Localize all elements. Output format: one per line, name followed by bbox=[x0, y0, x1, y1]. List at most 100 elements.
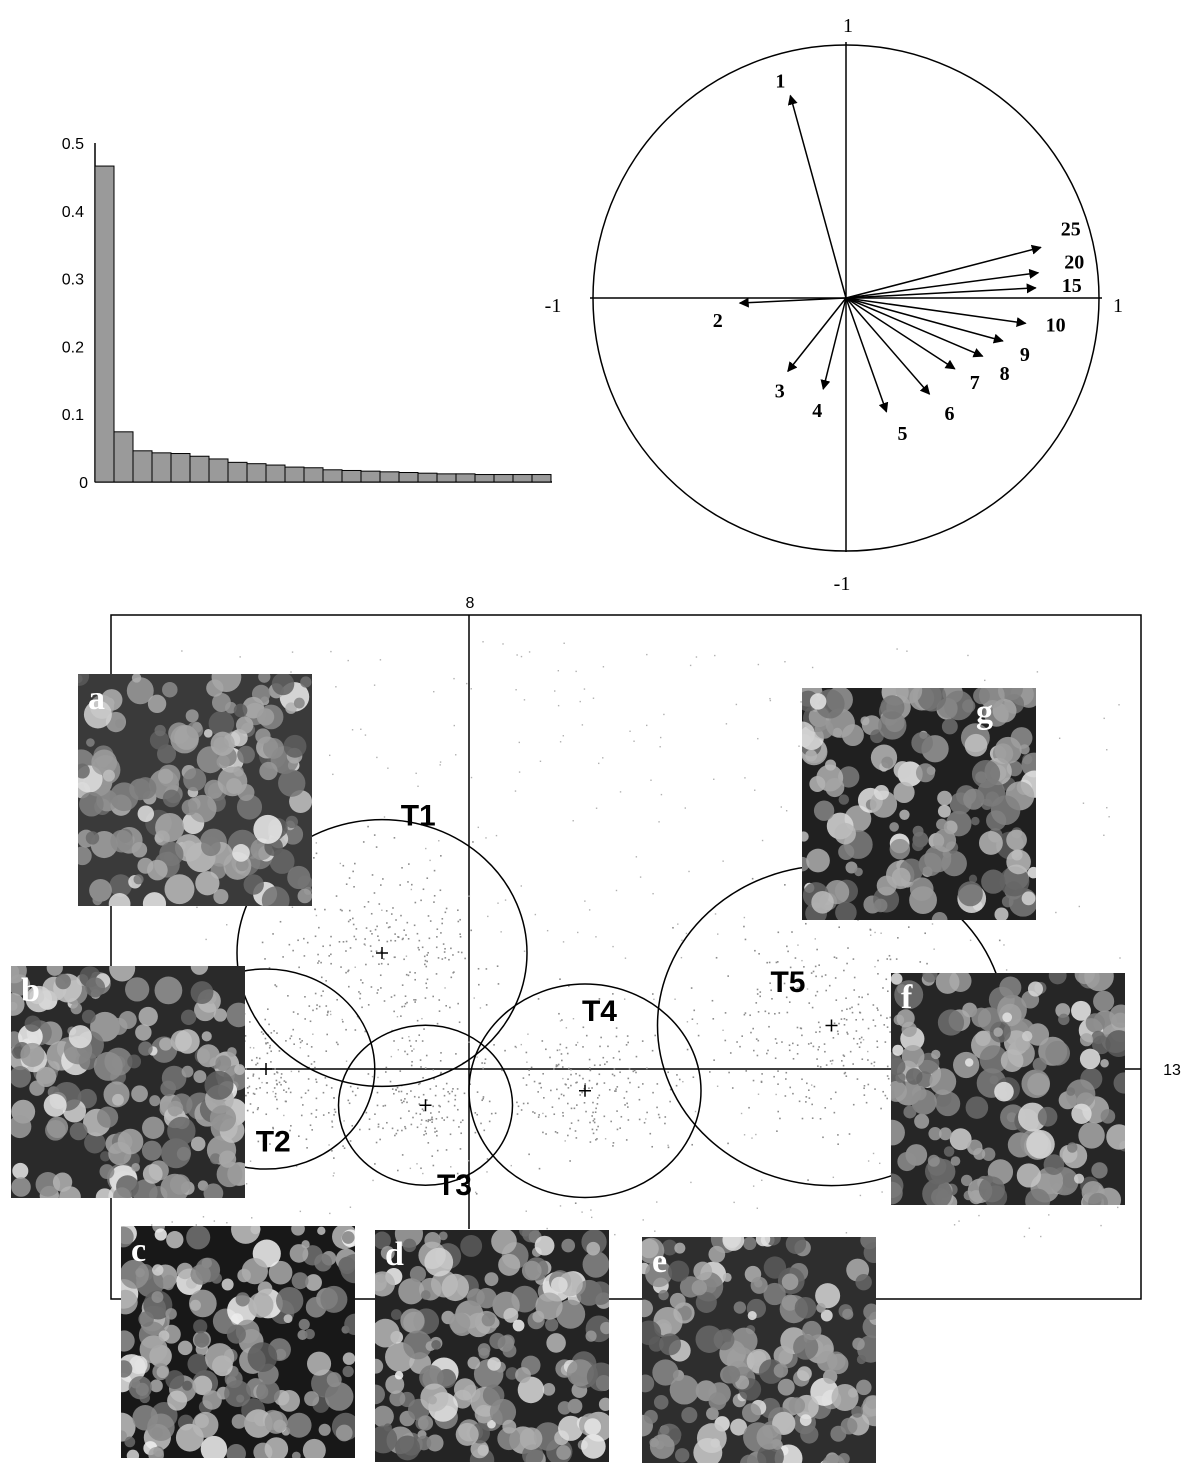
scatter-point bbox=[463, 1092, 466, 1095]
scatter-point bbox=[333, 1114, 335, 1116]
scatter-point bbox=[445, 1149, 448, 1151]
scatter-point bbox=[635, 1055, 638, 1058]
scatter-point bbox=[372, 955, 374, 958]
scatter-point bbox=[842, 1064, 845, 1067]
scatter-point bbox=[824, 974, 827, 976]
scatter-point bbox=[656, 1201, 658, 1203]
scatter-point bbox=[470, 776, 473, 779]
scatter-point bbox=[202, 1216, 205, 1218]
scatter-point bbox=[582, 1026, 585, 1029]
scatter-point bbox=[278, 1081, 281, 1084]
scatter-point bbox=[818, 964, 820, 966]
scatter-point bbox=[595, 1128, 598, 1131]
plane-axis-right: 13 bbox=[1163, 1062, 1181, 1079]
scatter-point bbox=[470, 688, 472, 690]
scatter-point bbox=[365, 1111, 368, 1114]
scatter-point bbox=[333, 1172, 335, 1174]
vector-label: 8 bbox=[1000, 363, 1010, 385]
scatter-point bbox=[695, 656, 698, 658]
texture-thumbnail-g: g bbox=[802, 688, 1036, 920]
scatter-point bbox=[325, 1005, 328, 1007]
scatter-point bbox=[833, 956, 836, 959]
scatter-point bbox=[614, 1090, 616, 1092]
scatter-point bbox=[561, 1019, 563, 1021]
scatter-point bbox=[724, 1039, 727, 1042]
scatter-point bbox=[584, 900, 586, 902]
scatter-point bbox=[385, 1066, 388, 1069]
scatter-point bbox=[877, 972, 879, 975]
scatter-point bbox=[516, 1101, 518, 1104]
scatter-point bbox=[397, 936, 400, 938]
scatter-point bbox=[354, 1029, 357, 1031]
scatter-point bbox=[694, 1110, 697, 1113]
scatter-point bbox=[342, 1020, 344, 1023]
scatter-point bbox=[880, 1014, 882, 1017]
scatter-point bbox=[410, 888, 413, 891]
scatter-point bbox=[556, 1088, 558, 1091]
scatter-point bbox=[309, 1124, 312, 1127]
scatter-point bbox=[348, 877, 351, 879]
scatter-point bbox=[846, 962, 848, 965]
scatter-point bbox=[654, 1034, 657, 1037]
scatter-point bbox=[560, 1053, 563, 1055]
scatter-point bbox=[453, 724, 455, 727]
scatter-point bbox=[931, 923, 934, 925]
scatter-point bbox=[270, 1032, 273, 1034]
scatter-point bbox=[538, 1082, 541, 1085]
scatter-point bbox=[404, 1127, 407, 1130]
scatter-point bbox=[761, 1073, 763, 1075]
scatter-point bbox=[867, 1083, 870, 1086]
scatter-point bbox=[304, 996, 306, 998]
scatter-point bbox=[401, 867, 403, 869]
scatter-point bbox=[438, 999, 441, 1001]
scatter-point bbox=[429, 1088, 432, 1090]
scatter-point bbox=[775, 1093, 777, 1096]
scatter-point bbox=[421, 1017, 423, 1020]
scatter-point bbox=[345, 1060, 348, 1062]
scatter-point bbox=[315, 914, 318, 917]
scatter-point bbox=[387, 963, 389, 966]
scatter-point bbox=[337, 1043, 339, 1046]
scatter-point bbox=[439, 1105, 441, 1108]
scatter-point bbox=[656, 1106, 658, 1109]
scatter-point bbox=[338, 941, 341, 943]
scatter-point bbox=[751, 877, 754, 880]
scatter-point bbox=[418, 948, 420, 951]
scatter-point bbox=[378, 963, 380, 965]
scatter-point bbox=[845, 1075, 848, 1077]
scatter-point bbox=[374, 1163, 376, 1165]
scatter-point bbox=[528, 1153, 530, 1156]
scatter-point bbox=[347, 970, 349, 973]
scatter-point bbox=[857, 1003, 860, 1006]
scatter-point bbox=[658, 821, 660, 823]
scatter-point bbox=[445, 907, 448, 910]
scatter-point bbox=[482, 1096, 485, 1098]
scatter-point bbox=[365, 963, 367, 966]
scatter-point bbox=[592, 1101, 594, 1104]
scatter-point bbox=[443, 951, 446, 953]
scatter-point bbox=[196, 906, 198, 909]
scatter-point bbox=[575, 1044, 577, 1046]
scatter-point bbox=[889, 1016, 892, 1019]
scatter-point bbox=[572, 820, 574, 822]
scatter-point bbox=[958, 1220, 960, 1222]
scatter-point bbox=[816, 948, 818, 951]
scatter-point bbox=[766, 1052, 768, 1055]
scatter-point bbox=[408, 1035, 410, 1038]
scatter-point bbox=[426, 1099, 428, 1101]
variable-vector bbox=[845, 297, 1004, 344]
scatter-point bbox=[460, 951, 463, 954]
scatter-point bbox=[863, 1094, 866, 1096]
scatter-point bbox=[819, 1066, 822, 1068]
scatter-point bbox=[672, 926, 674, 929]
scatter-point bbox=[405, 973, 408, 976]
scatter-point bbox=[265, 1042, 267, 1044]
scatter-point bbox=[331, 1150, 333, 1152]
scatter-point bbox=[533, 1112, 536, 1114]
scatter-point bbox=[814, 965, 817, 968]
scatter-point bbox=[815, 1031, 817, 1034]
scatter-point bbox=[860, 1036, 863, 1039]
eigenvalue-bar-chart: 0.5 0.4 0.3 0.2 0.1 0 bbox=[62, 136, 552, 492]
scatter-point bbox=[843, 1017, 846, 1020]
scatter-point bbox=[452, 954, 454, 956]
